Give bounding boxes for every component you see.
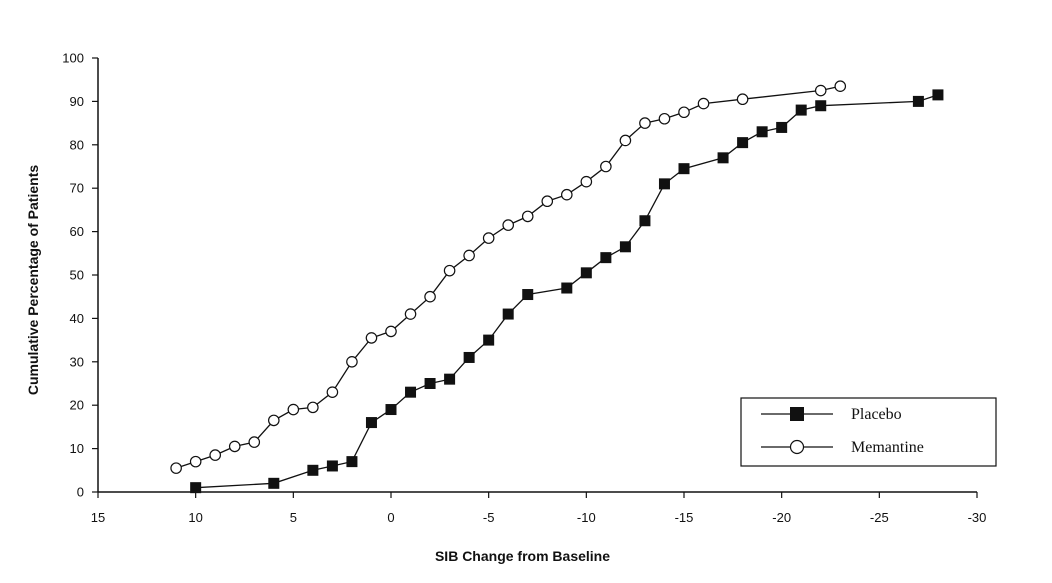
data-point	[658, 112, 671, 125]
legend-box	[740, 397, 997, 467]
data-point	[268, 477, 280, 489]
data-point	[287, 403, 300, 416]
data-point	[189, 455, 202, 468]
data-point	[482, 232, 495, 244]
data-point	[483, 334, 495, 346]
data-point	[385, 325, 397, 338]
legend-entry-memantine: Memantine	[761, 439, 924, 456]
data-point	[658, 178, 670, 190]
data-point	[267, 414, 280, 427]
data-point	[678, 163, 690, 175]
x-tick-label: -5	[483, 510, 495, 525]
x-tick-label: 0	[387, 510, 394, 525]
data-point	[736, 93, 749, 106]
y-tick-label: 60	[70, 224, 84, 239]
data-point	[463, 249, 475, 262]
y-axis-ticks: 0 10 20 30 40 50 60 70 80 90 100	[62, 51, 98, 500]
data-point	[443, 264, 456, 277]
data-point	[346, 355, 358, 368]
legend: Placebo Memantine	[740, 397, 997, 467]
data-point	[697, 97, 710, 110]
data-point	[795, 104, 807, 116]
data-point	[834, 80, 847, 93]
data-point	[209, 449, 221, 461]
data-point	[326, 386, 339, 398]
data-point	[326, 460, 338, 472]
data-point	[405, 386, 417, 398]
data-point	[580, 175, 593, 188]
data-point	[404, 308, 417, 320]
data-point	[600, 160, 612, 173]
y-tick-label: 10	[70, 441, 84, 456]
legend-marker	[789, 439, 805, 455]
x-tick-label: -15	[675, 510, 694, 525]
data-point	[619, 241, 631, 253]
y-tick-label: 0	[77, 485, 84, 500]
y-tick-label: 50	[70, 268, 84, 283]
data-point	[522, 289, 534, 301]
data-point	[502, 219, 514, 231]
x-axis-ticks: 15 10 5 0 -5 -10 -15 -20 -25 -30	[91, 492, 987, 525]
data-point	[561, 282, 573, 294]
data-point	[717, 152, 729, 164]
data-point	[932, 89, 944, 101]
data-point	[619, 134, 632, 147]
data-point	[521, 210, 534, 223]
data-point	[444, 373, 456, 385]
data-point	[365, 332, 378, 344]
data-point	[424, 378, 436, 389]
data-point	[463, 351, 475, 363]
data-point	[678, 106, 690, 119]
data-point	[385, 404, 397, 416]
y-tick-label: 40	[70, 311, 84, 326]
data-point	[737, 137, 749, 149]
y-tick-label: 90	[70, 94, 84, 109]
legend-marker	[790, 407, 804, 421]
y-axis-title: Cumulative Percentage of Patients	[25, 165, 41, 396]
legend-label: Memantine	[851, 439, 924, 456]
data-point	[541, 195, 554, 208]
series-memantine	[170, 80, 847, 474]
x-tick-label: -25	[870, 510, 889, 525]
x-tick-label: -10	[577, 510, 596, 525]
x-axis-title: SIB Change from Baseline	[435, 548, 610, 564]
data-point	[580, 267, 592, 279]
x-tick-label: 5	[290, 510, 297, 525]
x-tick-label: -20	[772, 510, 791, 525]
data-point	[365, 417, 377, 429]
data-point	[190, 482, 202, 494]
x-tick-label: 15	[91, 510, 105, 525]
y-tick-label: 100	[62, 51, 84, 66]
y-tick-label: 30	[70, 354, 84, 369]
data-point	[170, 462, 182, 474]
data-point	[560, 188, 573, 201]
x-tick-label: 10	[188, 510, 202, 525]
y-tick-label: 20	[70, 398, 84, 413]
series-layer	[170, 80, 944, 494]
legend-entry-placebo: Placebo	[761, 406, 902, 423]
data-point	[228, 440, 241, 453]
data-point	[776, 121, 788, 133]
x-tick-label: -30	[968, 510, 987, 525]
data-point	[600, 252, 612, 264]
data-point	[756, 126, 768, 138]
data-point	[639, 117, 651, 129]
data-point	[346, 456, 358, 468]
data-point	[307, 464, 319, 476]
legend-label: Placebo	[851, 406, 902, 423]
data-point	[912, 95, 924, 107]
data-point	[815, 100, 827, 112]
y-tick-label: 80	[70, 137, 84, 152]
data-point	[814, 84, 827, 97]
data-point	[248, 436, 261, 448]
data-point	[424, 290, 436, 303]
data-point	[307, 401, 319, 414]
data-point	[639, 215, 651, 227]
data-point	[502, 308, 514, 320]
y-tick-label: 70	[70, 181, 84, 196]
series-placebo	[190, 89, 944, 494]
